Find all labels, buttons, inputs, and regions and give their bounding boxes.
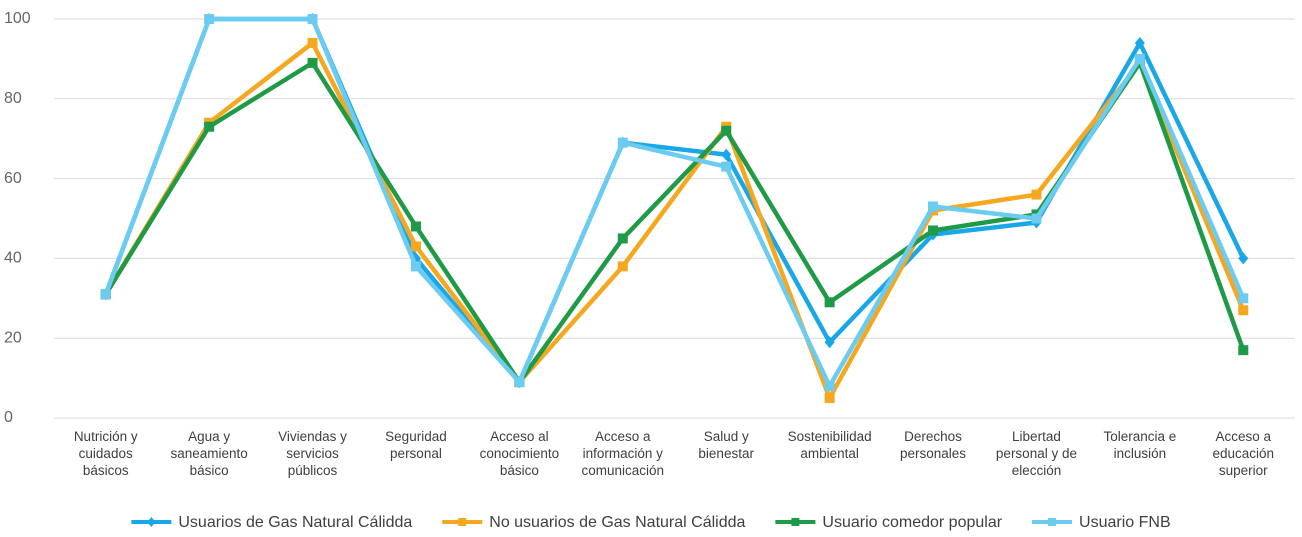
marker (721, 161, 732, 172)
marker (410, 261, 421, 272)
x-tick-label: Seguridad personal (385, 429, 447, 461)
marker (204, 121, 215, 132)
series-line (103, 60, 1246, 385)
marker (1031, 213, 1042, 224)
marker (928, 201, 939, 212)
x-tick-label: Acceso a educación superior (1213, 429, 1275, 478)
legend-item: Usuarios de Gas Natural Cálidda (131, 514, 412, 531)
x-tick-label: Acceso al conocimiento básico (480, 429, 560, 478)
marker (410, 221, 421, 232)
marker (617, 233, 628, 244)
marker (1238, 293, 1249, 304)
marker (824, 393, 835, 404)
x-tick-label: Libertad personal y de elección (996, 429, 1077, 478)
y-tick-label: 60 (4, 170, 22, 187)
y-tick-label: 100 (4, 10, 31, 27)
marker (1134, 53, 1145, 64)
marker (307, 57, 318, 68)
legend-label: Usuarios de Gas Natural Cálidda (178, 514, 412, 531)
legend: Usuarios de Gas Natural Cálidda No usuari… (131, 514, 1171, 531)
marker (721, 148, 732, 161)
x-tick-label: Agua y saneamiento básico (170, 429, 247, 478)
legend-label: No usuarios de Gas Natural Cálidda (489, 514, 745, 531)
marker (410, 241, 421, 252)
x-tick-label: Nutrición y cuidados básicos (74, 429, 138, 478)
x-tick-label: Salud y bienestar (698, 429, 754, 461)
legend-item: Usuario FNB (1032, 514, 1171, 531)
legend-item: Usuario comedor popular (775, 514, 1003, 531)
marker (928, 225, 939, 236)
legend-item: No usuarios de Gas Natural Cálidda (442, 514, 745, 531)
marker (307, 37, 318, 48)
marker (307, 14, 318, 24)
marker (1238, 305, 1249, 316)
y-tick-label: 80 (4, 90, 22, 107)
x-tick-label: Derechos personales (900, 429, 966, 461)
x-tick-label: Sostenibilidad ambiental (788, 429, 872, 461)
marker (1238, 252, 1249, 265)
marker (514, 377, 525, 388)
series (100, 14, 1249, 392)
marker (617, 137, 628, 148)
marker (824, 297, 835, 308)
marker (147, 517, 156, 527)
series-line (103, 16, 1246, 389)
legend-label: Usuario FNB (1079, 514, 1171, 531)
marker (791, 518, 800, 526)
marker (721, 125, 732, 136)
y-tick-label: 20 (4, 329, 22, 346)
marker (458, 518, 467, 526)
marker (824, 381, 835, 392)
marker (617, 261, 628, 272)
marker (1134, 36, 1145, 49)
marker (100, 289, 111, 300)
y-tick-label: 0 (4, 409, 13, 426)
series (100, 13, 1249, 389)
marker (824, 336, 835, 349)
series (100, 37, 1249, 404)
marker (1031, 189, 1042, 200)
marker (204, 14, 215, 24)
x-tick-label: Tolerancia e inclusión (1103, 429, 1176, 461)
x-tick-label: Viviendas y servicios públicos (278, 429, 347, 478)
x-tick-label: Acceso a información y comunicación (582, 429, 665, 478)
y-tick-label: 40 (4, 250, 22, 267)
legend-label: Usuario comedor popular (822, 514, 1002, 531)
marker (1048, 518, 1057, 526)
marker (1238, 345, 1249, 356)
series-line (103, 40, 1246, 401)
